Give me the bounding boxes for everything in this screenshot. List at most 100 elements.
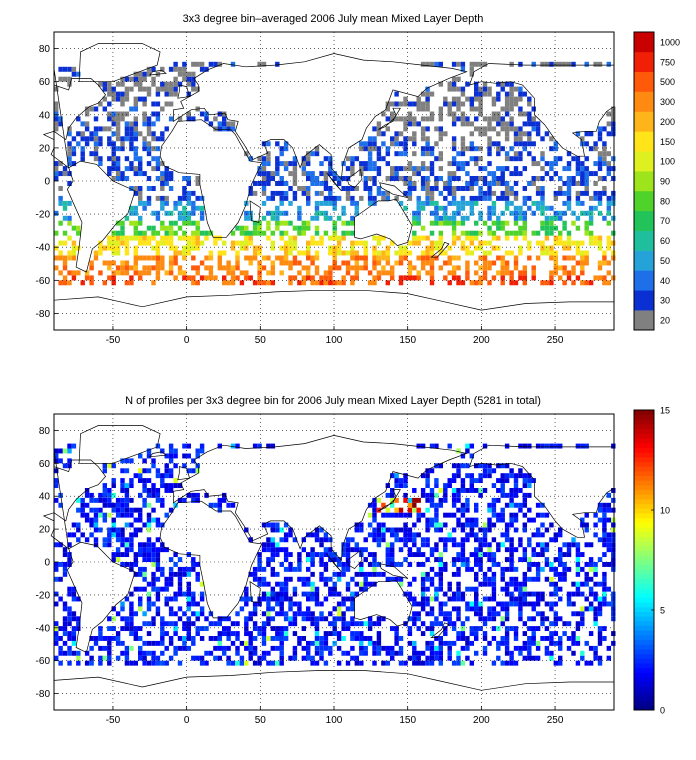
- bin-cell: [390, 527, 395, 533]
- bin-cell: [527, 626, 532, 632]
- bin-cell: [504, 230, 510, 236]
- bin-cell: [491, 275, 497, 281]
- bin-cell: [230, 240, 236, 246]
- bin-cell: [270, 171, 276, 177]
- bin-cell: [372, 502, 377, 508]
- bin-cell: [173, 81, 178, 87]
- bin-cell: [177, 576, 183, 582]
- bin-cell: [252, 190, 258, 196]
- bin-cell: [474, 596, 479, 602]
- bin-cell: [84, 136, 90, 142]
- bin-cell: [531, 517, 536, 523]
- bin-cell: [191, 611, 196, 617]
- bin-cell: [558, 576, 563, 582]
- bin-cell: [222, 121, 227, 127]
- bin-cell: [500, 255, 505, 261]
- bin-cell: [394, 576, 399, 582]
- bin-cell: [336, 611, 342, 617]
- bin-cell: [487, 611, 492, 617]
- bin-cell: [456, 473, 461, 479]
- bin-cell: [571, 636, 576, 641]
- bin-cell: [535, 655, 541, 661]
- bin-cell: [403, 512, 408, 518]
- bin-cell: [465, 81, 470, 87]
- bin-cell: [133, 260, 139, 266]
- bin-cell: [332, 621, 337, 627]
- bin-cell: [155, 166, 161, 172]
- bin-cell: [460, 146, 466, 152]
- bin-cell: [482, 596, 488, 602]
- bin-cell: [496, 166, 501, 172]
- bin-cell: [500, 176, 505, 181]
- bin-cell: [456, 557, 461, 563]
- bin-cell: [310, 280, 315, 286]
- bin-cell: [474, 146, 479, 152]
- bin-cell: [562, 166, 567, 172]
- bin-cell: [138, 527, 143, 533]
- bin-cell: [288, 171, 293, 177]
- bin-cell: [230, 275, 236, 281]
- bin-cell: [606, 151, 612, 157]
- colorbar-swatch: [634, 270, 654, 291]
- bin-cell: [217, 502, 223, 508]
- bin-cell: [310, 255, 315, 261]
- bin-cell: [580, 591, 585, 597]
- bin-cell: [527, 591, 532, 597]
- bin-cell: [230, 280, 236, 286]
- bin-cell: [275, 581, 280, 587]
- bin-cell: [540, 636, 545, 641]
- bin-cell: [275, 601, 280, 607]
- bin-cell: [611, 121, 616, 127]
- bin-cell: [496, 547, 501, 553]
- bin-cell: [429, 655, 435, 661]
- bin-cell: [504, 121, 510, 127]
- bin-cell: [491, 586, 497, 592]
- bin-cell: [381, 512, 386, 518]
- bin-cell: [301, 591, 307, 597]
- bin-cell: [84, 141, 90, 147]
- bin-cell: [275, 156, 280, 162]
- bin-cell: [531, 121, 536, 127]
- bin-cell: [310, 616, 315, 622]
- bin-cell: [487, 86, 492, 92]
- bin-cell: [540, 522, 545, 528]
- bin-cell: [164, 81, 169, 87]
- bin-cell: [482, 166, 488, 172]
- bin-cell: [535, 576, 541, 582]
- bin-cell: [279, 596, 284, 602]
- bin-cell: [540, 195, 545, 201]
- bin-cell: [412, 621, 417, 627]
- bin-cell: [438, 566, 444, 572]
- bin-cell: [434, 141, 439, 147]
- bin-cell: [164, 171, 169, 177]
- bin-cell: [474, 156, 479, 162]
- bin-cell: [89, 136, 94, 142]
- bin-cell: [301, 250, 307, 256]
- bin-cell: [518, 473, 523, 479]
- bin-cell: [142, 116, 147, 122]
- bin-cell: [606, 200, 612, 206]
- bin-cell: [160, 235, 165, 241]
- bin-cell: [372, 250, 377, 256]
- bin-cell: [115, 166, 121, 172]
- bin-cell: [597, 126, 603, 132]
- bin-cell: [438, 621, 444, 627]
- bin-cell: [482, 176, 488, 181]
- bin-cell: [164, 176, 169, 181]
- bin-cell: [438, 571, 444, 577]
- bin-cell: [359, 571, 364, 577]
- bin-cell: [513, 645, 519, 651]
- bin-cell: [261, 566, 267, 572]
- bin-cell: [456, 448, 461, 454]
- bin-cell: [522, 497, 528, 503]
- bin-cell: [611, 631, 616, 637]
- bin-cell: [319, 611, 324, 617]
- bin-cell: [244, 586, 249, 592]
- bin-cell: [535, 571, 541, 577]
- bin-cell: [177, 606, 183, 612]
- bin-cell: [84, 488, 90, 493]
- bin-cell: [496, 488, 501, 493]
- bin-cell: [93, 255, 99, 261]
- bin-cell: [376, 616, 382, 622]
- bin-cell: [372, 562, 377, 567]
